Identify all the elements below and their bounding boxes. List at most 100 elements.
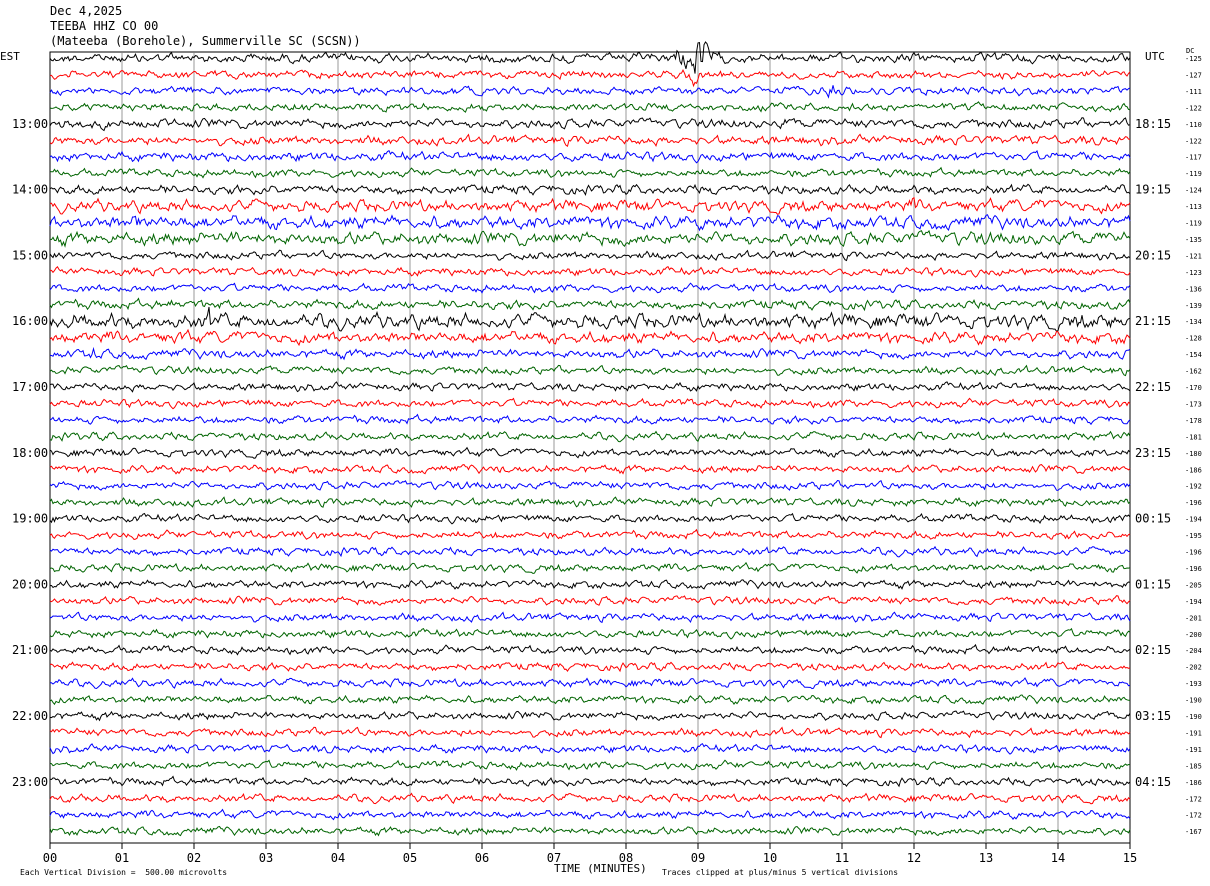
utc-hour-label: 19:15 [1135, 183, 1171, 197]
dc-offset-label: -196 [1185, 499, 1202, 507]
trace-line [49, 595, 1131, 607]
trace-line [49, 413, 1131, 426]
dc-offset-label: -181 [1185, 433, 1202, 441]
trace-line [49, 792, 1131, 805]
trace-line [49, 726, 1131, 739]
trace-line [49, 710, 1131, 722]
right-axis-label: UTC [1145, 50, 1165, 63]
est-hour-label: 19:00 [12, 512, 48, 526]
dc-offset-label: -196 [1185, 565, 1202, 573]
est-hour-label: 16:00 [12, 314, 48, 328]
x-tick-label: 15 [1123, 851, 1137, 865]
trace-line [49, 381, 1131, 393]
x-tick-label: 07 [547, 851, 561, 865]
trace-line [49, 579, 1131, 590]
x-tick-label: 14 [1051, 851, 1065, 865]
dc-offset-label: -173 [1185, 400, 1202, 408]
dc-offset-label: -167 [1185, 828, 1202, 836]
trace-line [49, 808, 1131, 821]
utc-hour-label: 03:15 [1135, 709, 1171, 723]
dc-offset-label: -122 [1185, 104, 1202, 112]
x-tick-label: 06 [475, 851, 489, 865]
x-tick-label: 03 [259, 851, 273, 865]
trace-line [49, 249, 1131, 262]
dc-offset-label: -191 [1185, 746, 1202, 754]
x-tick-label: 02 [187, 851, 201, 865]
trace-line [49, 397, 1131, 410]
dc-offset-label: -191 [1185, 729, 1202, 737]
dc-offset-label: -190 [1185, 697, 1202, 705]
est-hour-label: 18:00 [12, 446, 48, 460]
trace-line [49, 364, 1131, 377]
dc-offset-label: -134 [1185, 318, 1202, 326]
dc-label: DC [1186, 47, 1195, 55]
dc-offset-label: -162 [1185, 368, 1202, 376]
dc-offset-label: -194 [1185, 516, 1202, 524]
trace-line [49, 430, 1131, 443]
x-tick-label: 04 [331, 851, 345, 865]
x-tick-label: 12 [907, 851, 921, 865]
trace-line [50, 677, 1131, 690]
dc-offset-label: -190 [1185, 713, 1202, 721]
dc-offset-label: -128 [1185, 335, 1202, 343]
dc-offset-label: -172 [1185, 795, 1202, 803]
trace-line [49, 133, 1131, 147]
trace-line [49, 68, 1131, 88]
dc-offset-label: -127 [1185, 71, 1202, 79]
trace-line [49, 214, 1131, 232]
dc-offset-label: -125 [1185, 55, 1202, 63]
trace-line [49, 759, 1131, 771]
dc-offset-label: -124 [1185, 187, 1202, 195]
dc-offset-label: -139 [1185, 302, 1202, 310]
utc-hour-label: 18:15 [1135, 117, 1171, 131]
utc-hour-label: 22:15 [1135, 380, 1171, 394]
trace-line [49, 150, 1131, 164]
scale-note: Each Vertical Division = 500.00 microvol… [20, 868, 228, 877]
trace-line [49, 825, 1131, 837]
dc-offset-label: -117 [1185, 154, 1202, 162]
trace-line [49, 282, 1131, 294]
dc-offset-label: -113 [1185, 203, 1202, 211]
x-tick-label: 13 [979, 851, 993, 865]
trace-line [49, 446, 1131, 459]
trace-line [49, 328, 1131, 347]
dc-offset-label: -186 [1185, 466, 1202, 474]
est-hour-label: 21:00 [12, 643, 48, 657]
trace-line [49, 661, 1131, 673]
left-axis-label: EST [0, 50, 20, 63]
dc-offset-label: -154 [1185, 351, 1202, 359]
dc-offset-label: -196 [1185, 549, 1202, 557]
utc-hour-label: 00:15 [1135, 512, 1171, 526]
trace-line [49, 479, 1131, 491]
trace-line [49, 611, 1131, 624]
x-axis-title: TIME (MINUTES) [554, 862, 647, 875]
trace-line [49, 117, 1131, 132]
trace-line [49, 743, 1131, 755]
est-hour-label: 13:00 [12, 117, 48, 131]
dc-offset-label: -193 [1185, 680, 1202, 688]
header-location: (Mateeba (Borehole), Summerville SC (SCS… [50, 34, 361, 48]
trace-line [49, 85, 1131, 99]
est-hour-label: 20:00 [12, 577, 48, 591]
trace-line [49, 464, 1131, 475]
est-hour-label: 15:00 [12, 248, 48, 262]
trace-line [49, 561, 1131, 575]
dc-offset-label: -201 [1185, 614, 1202, 622]
trace-line [49, 166, 1131, 179]
dc-offset-label: -192 [1185, 483, 1202, 491]
dc-offset-label: -170 [1185, 384, 1202, 392]
trace-line [49, 41, 1131, 74]
trace-line [49, 196, 1131, 215]
dc-offset-label: -119 [1185, 170, 1202, 178]
dc-offset-label: -172 [1185, 812, 1202, 820]
trace-line [49, 528, 1131, 541]
utc-hour-label: 02:15 [1135, 643, 1171, 657]
est-hour-label: 23:00 [12, 775, 48, 789]
header-date: Dec 4,2025 [50, 4, 123, 18]
trace-line [49, 297, 1131, 312]
dc-offset-label: -204 [1185, 647, 1202, 655]
trace-line [50, 266, 1131, 278]
clip-note: Traces clipped at plus/minus 5 vertical … [662, 868, 899, 877]
trace-line [49, 694, 1130, 706]
